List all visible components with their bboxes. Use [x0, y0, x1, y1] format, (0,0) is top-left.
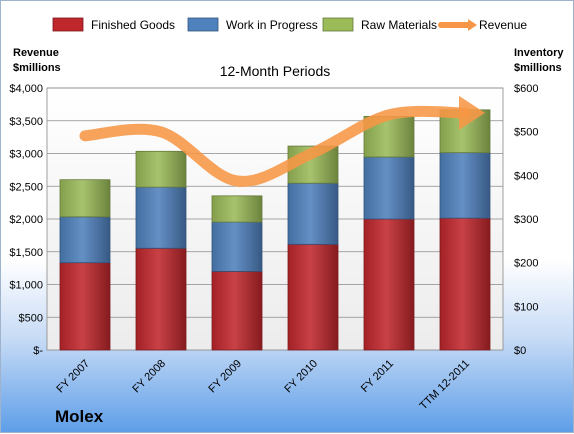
y-left-tick-label: $4,000	[9, 83, 43, 95]
bar-segment-raw-materials	[135, 150, 187, 188]
revenue-line-group	[79, 95, 485, 187]
legend-swatch-finished-goods	[52, 17, 84, 32]
gridlines	[47, 87, 503, 318]
y-left-tick-label: $2,000	[9, 214, 43, 226]
y-left-title-line1: Revenue	[13, 47, 59, 59]
bar-segment-work-in-progress	[363, 156, 415, 220]
y-left-title-line2: $millions	[13, 62, 61, 74]
y-right-title-line2: $millions	[514, 62, 562, 74]
x-tick-label: FY 2007	[54, 358, 92, 396]
x-tick-label: FY 2008	[130, 358, 168, 396]
bar-segment-raw-materials	[59, 179, 111, 218]
y-left-tick-label: $2,500	[9, 181, 43, 193]
bar-segment-finished-goods	[439, 217, 491, 351]
legend: Finished Goods Work in Progress Raw Materi…	[52, 17, 527, 32]
legend-label: Finished Goods	[91, 18, 175, 32]
bar-segment-finished-goods	[135, 247, 187, 351]
y-left-tick-label: $3,500	[9, 116, 43, 128]
y-left-tick-label: $1,000	[9, 280, 43, 292]
y-left-tick-label: $1,500	[9, 247, 43, 259]
legend-swatch-work-in-progress	[187, 17, 219, 32]
bar-segment-work-in-progress	[135, 186, 187, 249]
y-right-tick-label: $100	[514, 301, 538, 313]
y-right-tick-label: $500	[514, 127, 538, 139]
bar-segment-finished-goods	[287, 243, 339, 351]
bar-segment-work-in-progress	[287, 182, 339, 245]
y-right-title-line1: Inventory	[514, 47, 564, 59]
legend-label: Revenue	[479, 18, 527, 32]
y-right-tick-label: $0	[514, 345, 526, 357]
y-left-tick-label: $500	[19, 312, 43, 324]
x-tick-label: FY 2011	[359, 358, 396, 395]
chart-title: 12-Month Periods	[220, 63, 331, 79]
bar-segment-raw-materials	[211, 195, 263, 223]
company-name: Molex	[55, 407, 104, 426]
y-right-tick-label: $200	[514, 258, 538, 270]
bar-segment-finished-goods	[363, 218, 415, 351]
bar-segment-work-in-progress	[211, 221, 263, 272]
revenue-line	[79, 105, 471, 187]
legend-label: Raw Materials	[361, 18, 437, 32]
legend-swatch-raw-materials	[322, 17, 354, 32]
y-right-tick-label: $400	[514, 170, 538, 182]
legend-label: Work in Progress	[226, 18, 318, 32]
x-tick-label: FY 2010	[282, 358, 320, 396]
y-right-tick-label: $600	[514, 83, 538, 95]
y-right-tick-label: $300	[514, 214, 538, 226]
bar-segment-finished-goods	[211, 270, 263, 351]
x-tick-label: TTM 12-2011	[418, 358, 473, 413]
bar-segment-work-in-progress	[439, 152, 491, 219]
bar-segment-work-in-progress	[59, 216, 111, 264]
y-left-tick-label: $-	[33, 345, 43, 357]
x-tick-label: FY 2009	[206, 358, 244, 396]
revenue-line-arrowhead	[459, 95, 485, 130]
y-left-tick-label: $3,000	[9, 149, 43, 161]
bars-group	[59, 109, 491, 351]
legend-arrow-icon	[468, 19, 477, 31]
bar-segment-finished-goods	[59, 262, 111, 351]
